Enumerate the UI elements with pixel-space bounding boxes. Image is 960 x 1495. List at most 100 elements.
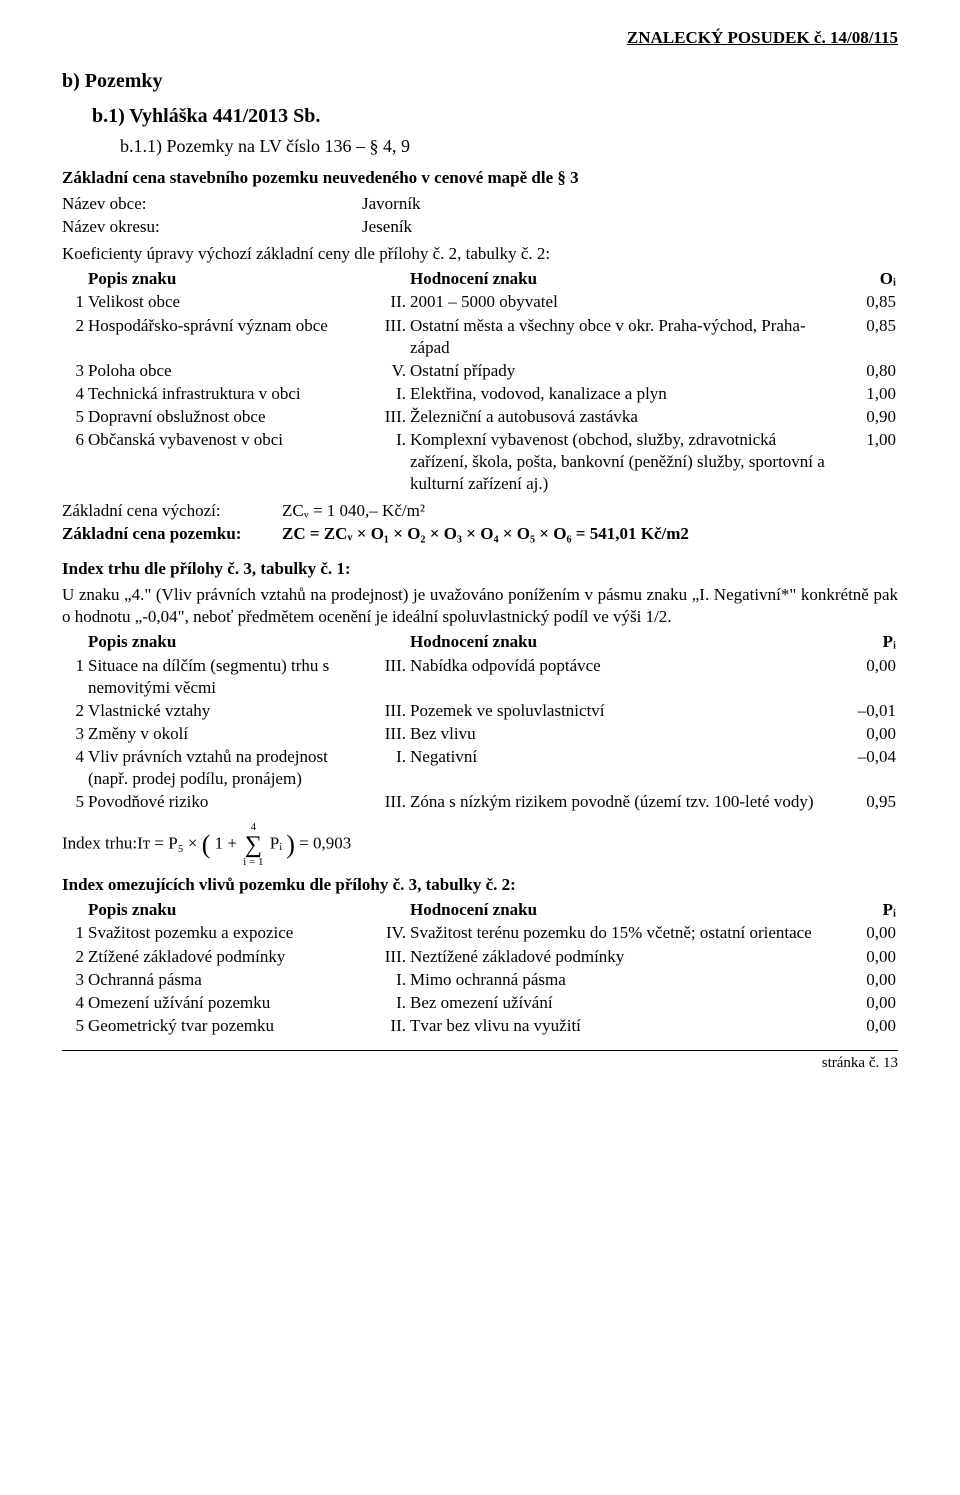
row-number: 2 <box>62 315 86 360</box>
row-roman: IV. <box>370 922 408 945</box>
row-hodnoceni: Bez vlivu <box>408 723 840 746</box>
row-popis: Ochranná pásma <box>86 969 370 992</box>
table-row: Popis znaku Hodnocení znaku Oᵢ <box>62 268 898 291</box>
row-popis: Vliv právních vztahů na prodejnost (např… <box>86 746 370 791</box>
row-value: 0,00 <box>840 969 898 992</box>
col-popis-head: Popis znaku <box>86 899 370 922</box>
table-row: 4Vliv právních vztahů na prodejnost (nap… <box>62 746 898 791</box>
it-left: Index trhu:Iᴛ = P₅ × <box>62 834 202 853</box>
col-sym-head: Pᵢ <box>840 631 898 654</box>
row-popis: Dopravní obslužnost obce <box>86 406 370 429</box>
row-popis: Situace na dílčím (segmentu) trhu s nemo… <box>86 655 370 700</box>
table-row: 4Technická infrastruktura v obciI.Elektř… <box>62 383 898 406</box>
heading-b1: b.1) Vyhláška 441/2013 Sb. <box>92 105 898 128</box>
row-value: –0,01 <box>840 700 898 723</box>
index-trhu-para: U znaku „4." (Vliv právních vztahů na pr… <box>62 584 898 628</box>
table-row: 4Omezení užívání pozemkuI.Bez omezení už… <box>62 992 898 1015</box>
row-hodnoceni: Negativní <box>408 746 840 791</box>
row-popis: Technická infrastruktura v obci <box>86 383 370 406</box>
row-value: –0,04 <box>840 746 898 791</box>
row-hodnoceni: Zóna s nízkým rizikem povodně (území tzv… <box>408 791 840 814</box>
table-row: 5Geometrický tvar pozemkuII.Tvar bez vli… <box>62 1015 898 1038</box>
table-row: 6Občanská vybavenost v obciI.Komplexní v… <box>62 429 898 496</box>
row-roman: I. <box>370 992 408 1015</box>
row-roman: I. <box>370 969 408 992</box>
row-hodnoceni: Neztížené základové podmínky <box>408 946 840 969</box>
row-value: 0,00 <box>840 992 898 1015</box>
row-number: 4 <box>62 992 86 1015</box>
table-znaku-2: Popis znaku Hodnocení znaku Pᵢ 1Situace … <box>62 631 898 814</box>
row-popis: Vlastnické vztahy <box>86 700 370 723</box>
row-popis: Omezení užívání pozemku <box>86 992 370 1015</box>
row-hodnoceni: Nabídka odpovídá poptávce <box>408 655 840 700</box>
table-row: 3Poloha obceV.Ostatní případy0,80 <box>62 360 898 383</box>
row-number: 3 <box>62 360 86 383</box>
row-hodnoceni: Svažitost terénu pozemku do 15% včetně; … <box>408 922 840 945</box>
table-row: 3Změny v okolíIII.Bez vlivu0,00 <box>62 723 898 746</box>
row-popis: Hospodářsko-správní význam obce <box>86 315 370 360</box>
row-value: 0,90 <box>840 406 898 429</box>
row-roman: V. <box>370 360 408 383</box>
row-roman: III. <box>370 406 408 429</box>
it-open: ( <box>202 830 211 859</box>
footer-rule <box>62 1050 898 1051</box>
table-row: 2Hospodářsko-správní význam obceIII.Osta… <box>62 315 898 360</box>
row-popis: Velikost obce <box>86 291 370 314</box>
sigma-icon: 4 ∑ i = 1 <box>243 822 263 868</box>
zc-pozemku-eq: ZC = ZCᵥ × O₁ × O₂ × O₃ × O₄ × O₅ × O₆ =… <box>282 523 898 546</box>
row-number: 5 <box>62 791 86 814</box>
row-popis: Poloha obce <box>86 360 370 383</box>
row-roman: I. <box>370 383 408 406</box>
row-number: 1 <box>62 922 86 945</box>
row-hodnoceni: Mimo ochranná pásma <box>408 969 840 992</box>
row-number: 4 <box>62 746 86 791</box>
index-trhu-formula: Index trhu:Iᴛ = P₅ × ( 1 + 4 ∑ i = 1 Pᵢ … <box>62 820 898 869</box>
sum-sigma: ∑ <box>243 833 263 857</box>
table-row: 1Svažitost pozemku a expoziceIV.Svažitos… <box>62 922 898 945</box>
row-popis: Povodňové riziko <box>86 791 370 814</box>
table-row: Popis znaku Hodnocení znaku Pᵢ <box>62 631 898 654</box>
koef-line: Koeficienty úpravy výchozí základní ceny… <box>62 243 898 265</box>
it-one: 1 + <box>215 834 242 853</box>
it-pi: Pᵢ <box>270 834 282 853</box>
row-roman: III. <box>370 723 408 746</box>
row-value: 0,85 <box>840 291 898 314</box>
col-sym-head: Pᵢ <box>840 899 898 922</box>
row-value: 0,80 <box>840 360 898 383</box>
row-roman: II. <box>370 291 408 314</box>
row-number: 2 <box>62 700 86 723</box>
table-row: Popis znaku Hodnocení znaku Pᵢ <box>62 899 898 922</box>
page-number: stránka č. 13 <box>62 1055 898 1072</box>
row-hodnoceni: Železniční a autobusová zastávka <box>408 406 840 429</box>
row-popis: Ztížené základové podmínky <box>86 946 370 969</box>
row-value: 1,00 <box>840 383 898 406</box>
row-value: 0,85 <box>840 315 898 360</box>
table-row: 5Povodňové rizikoIII.Zóna s nízkým rizik… <box>62 791 898 814</box>
col-popis-head: Popis znaku <box>86 268 370 291</box>
zc-pozemku-label: Základní cena pozemku: <box>62 523 282 546</box>
row-roman: III. <box>370 655 408 700</box>
row-number: 2 <box>62 946 86 969</box>
col-sym-head: Oᵢ <box>840 268 898 291</box>
row-hodnoceni: Pozemek ve spoluvlastnictví <box>408 700 840 723</box>
index-trhu-heading: Index trhu dle přílohy č. 3, tabulky č. … <box>62 558 898 580</box>
row-popis: Změny v okolí <box>86 723 370 746</box>
row-number: 6 <box>62 429 86 496</box>
row-value: 0,95 <box>840 791 898 814</box>
row-hodnoceni: 2001 – 5000 obyvatel <box>408 291 840 314</box>
table-znaku-1: Popis znaku Hodnocení znaku Oᵢ 1Velikost… <box>62 268 898 496</box>
row-value: 0,00 <box>840 946 898 969</box>
zc-vychozi-label: Základní cena výchozí: <box>62 500 282 523</box>
row-number: 3 <box>62 723 86 746</box>
intro-line: Základní cena stavebního pozemku neuvede… <box>62 167 898 189</box>
obec-label: Název obce: <box>62 193 362 216</box>
okres-label: Název okresu: <box>62 216 362 239</box>
it-eq: = 0,903 <box>299 834 351 853</box>
col-hodn-head: Hodnocení znaku <box>408 268 840 291</box>
index-omez-heading: Index omezujících vlivů pozemku dle příl… <box>62 874 898 896</box>
table-row: 1Velikost obceII.2001 – 5000 obyvatel0,8… <box>62 291 898 314</box>
row-value: 1,00 <box>840 429 898 496</box>
row-hodnoceni: Elektřina, vodovod, kanalizace a plyn <box>408 383 840 406</box>
row-number: 4 <box>62 383 86 406</box>
doc-reference: ZNALECKÝ POSUDEK č. 14/08/115 <box>62 28 898 48</box>
